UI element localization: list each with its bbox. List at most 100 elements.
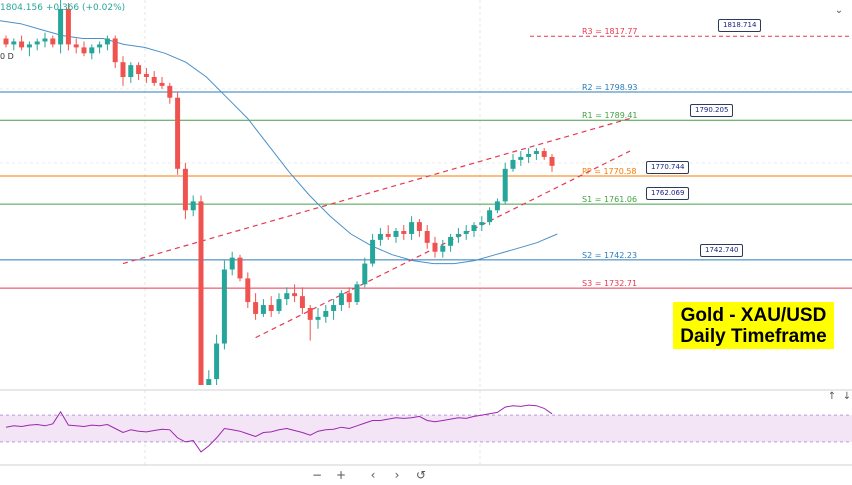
oscillator-panel [0,389,852,466]
candle-body [253,302,259,314]
candle-body [307,308,313,320]
candle-body [533,151,539,154]
moving-average-line [0,20,558,265]
candle-body [463,231,469,234]
candle-body [159,82,165,86]
candle-body [104,38,110,45]
candle-body [362,263,368,285]
candle-body [11,41,17,45]
candle-body [245,278,251,303]
candle-body [3,38,9,45]
candle-body [260,305,266,314]
candle-body [190,201,196,211]
oscillator-band [0,415,852,442]
candle-body [81,47,87,54]
oscillator-line [5,404,553,453]
candle-body [214,343,220,380]
pivot-label-r1: R1 = 1789.41 [582,111,638,120]
candle-body [120,62,126,77]
candle-body [331,305,337,311]
candle-body [479,222,485,226]
candle-body [65,8,71,45]
title-line-1: Gold - XAU/USD [680,305,827,326]
candlestick-series [3,0,555,385]
candle-body [198,201,204,385]
candle-body [424,231,430,243]
candle-body [541,151,547,157]
candle-body [455,233,461,237]
arrow-up-icon[interactable]: ↑ [827,390,837,402]
pivot-levels: R3 = 1817.77 R2 = 1798.93 R1 = 1789.41 PP =… [0,27,852,289]
candle-body [97,44,103,48]
candle-body [167,85,173,98]
candle-body [440,245,446,252]
candle-body [58,8,64,45]
candle-body [50,38,56,45]
candle-body [42,38,48,42]
reset-chart-button[interactable]: ↺ [415,468,427,482]
candle-body [112,38,118,63]
candle-body [401,231,407,234]
collapse-chevron-icon[interactable]: ⌄ [834,4,844,16]
price-badge: 1790.205 [690,103,734,117]
candle-body [268,305,274,311]
candle-body [292,293,298,297]
candle-body [206,379,212,385]
chart-title-box: Gold - XAU/USD Daily Timeframe [673,302,834,349]
chart-navigation: − + ‹ › ↺ [308,466,430,484]
candle-body [229,257,235,270]
candle-body [136,65,142,75]
candle-body [315,316,321,320]
candle-body [89,47,95,54]
candle-body [26,44,32,48]
candle-body [175,97,181,169]
candle-body [377,233,383,240]
candle-body [518,156,524,160]
candle-body [526,154,532,157]
candle-body [221,269,227,344]
header-sub-label: 0 D [0,52,14,61]
zoom-in-button[interactable]: + [335,468,347,482]
candle-body [549,156,555,166]
candle-body [432,242,438,252]
candle-body [471,225,477,231]
candle-body [494,201,500,211]
pivot-label-pp: PP = 1770.58 [582,167,637,176]
zoom-out-button[interactable]: − [311,468,323,482]
pivot-label-s2: S2 = 1742.23 [582,251,637,260]
pivot-label-s1: S1 = 1761.06 [582,195,637,204]
candle-body [393,231,399,237]
candle-body [385,233,391,237]
candle-body [510,159,516,169]
pivot-label-s3: S3 = 1732.71 [582,279,637,288]
candle-body [284,293,290,300]
scroll-right-button[interactable]: › [394,468,400,482]
scroll-left-button[interactable]: ‹ [370,468,376,482]
candle-body [502,168,508,202]
moving-average-layer [0,20,558,265]
pivot-label-r3: R3 = 1817.77 [582,27,638,36]
header-change: +0.366 (+0.02%) [45,3,126,13]
header-price: 1804.156 [0,3,43,13]
price-badge: 1818.714 [718,19,762,33]
candle-body [416,222,422,231]
candle-body [276,299,282,311]
price-badge: 1770.744 [646,161,690,175]
candle-body [448,236,454,246]
candle-body [73,44,79,48]
trendline-upper [122,117,631,265]
arrow-down-icon[interactable]: ↓ [842,390,852,402]
chart-header: 1804.156 +0.366 (+0.02%) [0,3,125,13]
candle-body [182,168,188,211]
candle-body [354,284,360,303]
background-grid [0,0,852,465]
candle-body [151,77,157,83]
candle-body [370,239,376,264]
candle-body [409,222,415,234]
candle-body [346,293,352,303]
candle-body [299,296,305,308]
price-badge: 1762.069 [646,187,690,201]
candle-body [338,293,344,306]
candle-body [128,65,134,77]
